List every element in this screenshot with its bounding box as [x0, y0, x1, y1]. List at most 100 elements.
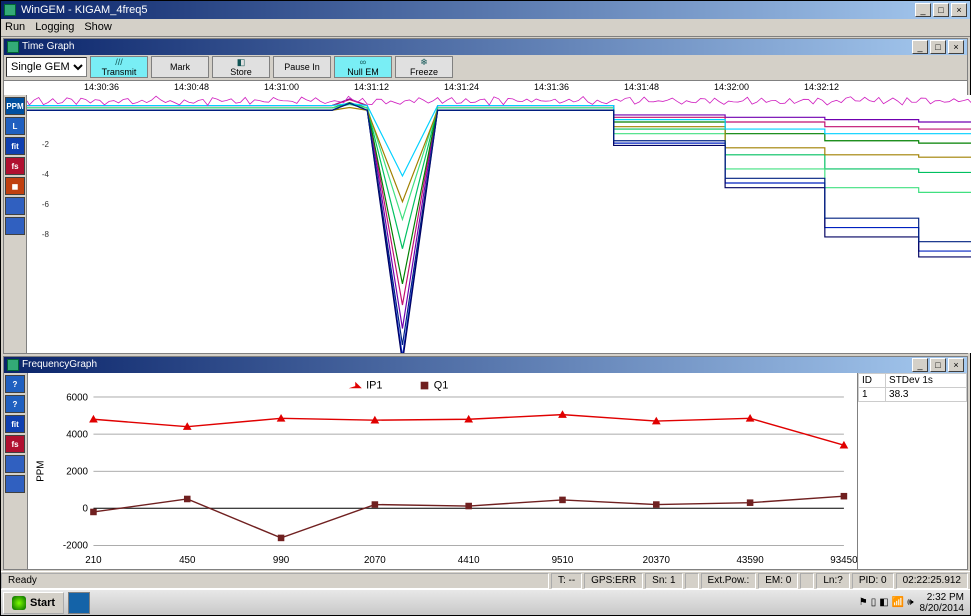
store-button[interactable]: ◧Store [212, 56, 270, 78]
taskbar: Start ⚑▯◧ 📶🕪 2:32 PM 8/20/2014 [1, 589, 970, 615]
table-row: 1 38.3 [859, 387, 967, 401]
svg-text:Q1: Q1 [434, 379, 449, 391]
stdev-h1: STDev 1s [886, 373, 967, 387]
mark-button[interactable]: Mark [151, 56, 209, 78]
freeze-icon: ❄ [420, 57, 428, 67]
status-cell [685, 573, 699, 589]
transmit-button[interactable]: ///Transmit [90, 56, 148, 78]
time-graph-plot[interactable] [27, 95, 971, 353]
pausein-button[interactable]: Pause In [273, 56, 331, 78]
time-tick: 14:31:24 [444, 82, 479, 92]
svg-text:210: 210 [85, 555, 102, 566]
fg-min[interactable]: _ [912, 358, 928, 372]
side-button[interactable]: PPM [5, 97, 25, 115]
svg-text:4410: 4410 [458, 555, 480, 566]
stdev-table: ID STDev 1s 1 38.3 [858, 373, 967, 402]
side-button[interactable]: ? [5, 395, 25, 413]
time-tick: 14:32:12 [804, 82, 839, 92]
time-graph-toolbar: Single GEM ///TransmitMark◧StorePause In… [4, 55, 967, 81]
svg-text:4000: 4000 [66, 429, 88, 440]
menu-run[interactable]: Run [5, 21, 25, 33]
window-buttons: _ □ × [915, 3, 967, 17]
status-cell [800, 573, 814, 589]
maximize-button[interactable]: □ [933, 3, 949, 17]
tg-close[interactable]: × [948, 40, 964, 54]
tg-max[interactable]: □ [930, 40, 946, 54]
status-cell: Ln:? [816, 573, 849, 589]
frequency-graph-window: FrequencyGraph _ □ × ?? fit fs -2000 0 2000 4… [3, 356, 968, 570]
freq-graph-left-buttons: ?? fit fs [4, 373, 28, 569]
timegraph-icon [7, 41, 19, 53]
fg-close[interactable]: × [948, 358, 964, 372]
time-graph-left-buttons: PPM Lfit fs ◼ [4, 95, 27, 353]
menubar: Run Logging Show [1, 19, 970, 37]
time-tick: 14:31:00 [264, 82, 299, 92]
side-button[interactable] [5, 475, 25, 493]
start-button[interactable]: Start [3, 592, 64, 614]
tray-icon[interactable]: 🕪 [907, 597, 913, 608]
tray-icon[interactable]: ⚑ [859, 597, 868, 608]
side-button[interactable] [5, 217, 25, 235]
time-tick: 14:31:36 [534, 82, 569, 92]
stdev-panel: ID STDev 1s 1 38.3 [857, 373, 967, 569]
time-graph-window: Time Graph _ □ × Single GEM ///TransmitM… [3, 38, 968, 354]
stdev-h0: ID [859, 373, 886, 387]
svg-text:6000: 6000 [66, 392, 88, 403]
nullem-button[interactable]: ∞Null EM [334, 56, 392, 78]
status-cell: 02:22:25.912 [896, 573, 968, 589]
side-button[interactable]: fit [5, 137, 25, 155]
frequency-graph-titlebar: FrequencyGraph _ □ × [4, 357, 967, 373]
status-cell: PID: 0 [852, 573, 894, 589]
time-axis: 14:30:3614:30:4814:31:0014:31:1214:31:24… [4, 81, 967, 95]
time-plot-frame: PPMLfitfs◼ -2-4-6-8 [4, 95, 967, 353]
freeze-button[interactable]: ❄Freeze [395, 56, 453, 78]
svg-text:93450: 93450 [830, 555, 857, 566]
menu-show[interactable]: Show [84, 21, 112, 33]
side-button[interactable]: ? [5, 375, 25, 393]
app-window: WinGEM - KIGAM_4freq5 _ □ × Run Logging … [0, 0, 971, 616]
svg-text:20370: 20370 [643, 555, 671, 566]
time-graph-title: Time Graph [22, 41, 912, 52]
side-button[interactable]: fs [5, 157, 25, 175]
svg-text:-2000: -2000 [63, 541, 89, 552]
svg-text:2070: 2070 [364, 555, 386, 566]
frequency-graph-title: FrequencyGraph [22, 359, 912, 370]
time-graph-body: 14:30:3614:30:4814:31:0014:31:1214:31:24… [4, 81, 967, 353]
store-icon: ◧ [237, 57, 246, 67]
svg-text:9510: 9510 [552, 555, 574, 566]
nullem-icon: ∞ [360, 57, 366, 67]
side-button[interactable]: fs [5, 435, 25, 453]
svg-text:2000: 2000 [66, 466, 88, 477]
time-graph-winbtns: _ □ × [912, 40, 964, 54]
side-button[interactable]: fit [5, 415, 25, 433]
clock[interactable]: 2:32 PM 8/20/2014 [920, 592, 965, 614]
tg-min[interactable]: _ [912, 40, 928, 54]
close-button[interactable]: × [951, 3, 967, 17]
time-tick: 14:31:12 [354, 82, 389, 92]
tray-icon[interactable]: ▯ [871, 597, 877, 608]
fg-max[interactable]: □ [930, 358, 946, 372]
task-app-icon[interactable] [68, 592, 90, 614]
svg-text:990: 990 [273, 555, 290, 566]
side-button[interactable]: ◼ [5, 177, 25, 195]
svg-text:0: 0 [83, 503, 89, 514]
status-cell: T: -- [551, 573, 582, 589]
status-cell: GPS:ERR [584, 573, 643, 589]
side-button[interactable]: L [5, 117, 25, 135]
time-tick: 14:30:48 [174, 82, 209, 92]
frequency-graph-body: ??fitfs -20000200040006000PPM21045099020… [4, 373, 967, 569]
time-graph-titlebar: Time Graph _ □ × [4, 39, 967, 55]
start-label: Start [30, 597, 55, 609]
time-tick: 14:31:48 [624, 82, 659, 92]
side-button[interactable] [5, 455, 25, 473]
minimize-button[interactable]: _ [915, 3, 931, 17]
tray-icon[interactable]: ◧ [879, 597, 888, 608]
menu-logging[interactable]: Logging [35, 21, 74, 33]
side-button[interactable] [5, 197, 25, 215]
gem-combo[interactable]: Single GEM [6, 57, 87, 77]
svg-text:450: 450 [179, 555, 196, 566]
tray-icon[interactable]: 📶 [892, 597, 904, 608]
title-text: WinGEM - KIGAM_4freq5 [19, 4, 915, 16]
system-tray: ⚑▯◧ 📶🕪 2:32 PM 8/20/2014 [855, 592, 968, 614]
frequency-graph-plot[interactable]: -20000200040006000PPM2104509902070441095… [28, 373, 857, 569]
